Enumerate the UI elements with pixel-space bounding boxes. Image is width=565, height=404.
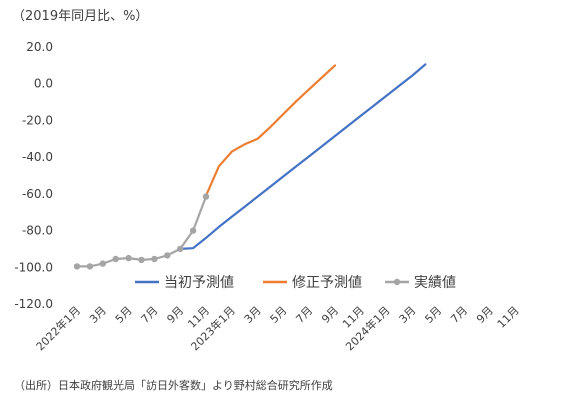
source-note: （出所）日本政府観光局「訪日外客数」より野村総合研究所作成 — [14, 379, 333, 392]
data-point — [86, 263, 94, 270]
data-point — [125, 254, 132, 262]
legend-marker — [393, 278, 401, 286]
y-tick-label: 20.0 — [26, 40, 53, 54]
x-tick-label: 5月 — [422, 304, 444, 326]
unit-label: （2019年同月比、%） — [12, 9, 149, 24]
series-line-1 — [204, 64, 337, 197]
x-tick-label: 7月 — [139, 304, 161, 326]
legend-label: 当初予測値 — [164, 274, 234, 291]
x-tick-label: 11月 — [495, 304, 522, 331]
y-tick-label: -100.0 — [14, 260, 53, 274]
x-tick-label: 9月 — [319, 304, 341, 326]
x-tick-label: 5月 — [113, 304, 135, 326]
series-line-2 — [75, 195, 208, 268]
data-point — [164, 252, 171, 259]
x-tick-label: 7月 — [293, 304, 315, 326]
legend-label: 修正予測値 — [292, 275, 362, 291]
x-tick-label: 5月 — [268, 304, 290, 326]
x-tick-label: 7月 — [448, 304, 470, 326]
y-tick-label: -120.0 — [14, 297, 53, 311]
y-tick-label: -60.0 — [22, 187, 53, 201]
legend: 当初予測値 修正予測値 実績値 — [135, 274, 456, 291]
data-point — [189, 227, 197, 234]
y-axis-labels: 20.0 0.0 -20.0 -40.0 -60.0 -80.0 -100.0 -120.0 — [14, 40, 53, 311]
x-tick-label: 3月 — [87, 304, 109, 326]
series-layer — [73, 63, 427, 270]
x-tick-label: 3月 — [397, 304, 419, 326]
y-tick-label: 0.0 — [34, 77, 53, 91]
data-point — [138, 256, 145, 264]
data-point — [202, 193, 210, 200]
x-tick-label: 9月 — [474, 304, 496, 326]
y-tick-label: -40.0 — [22, 150, 53, 164]
legend-label: 実績値 — [414, 275, 456, 291]
data-point — [73, 263, 81, 270]
data-point — [99, 260, 107, 267]
series-line-0 — [179, 63, 427, 250]
data-point — [177, 245, 184, 253]
data-point — [151, 255, 158, 263]
x-tick-label: 9月 — [164, 304, 186, 326]
x-tick-label: 3月 — [242, 304, 264, 326]
data-point — [112, 255, 119, 263]
y-tick-label: -20.0 — [22, 113, 53, 127]
y-tick-label: -80.0 — [22, 224, 53, 238]
